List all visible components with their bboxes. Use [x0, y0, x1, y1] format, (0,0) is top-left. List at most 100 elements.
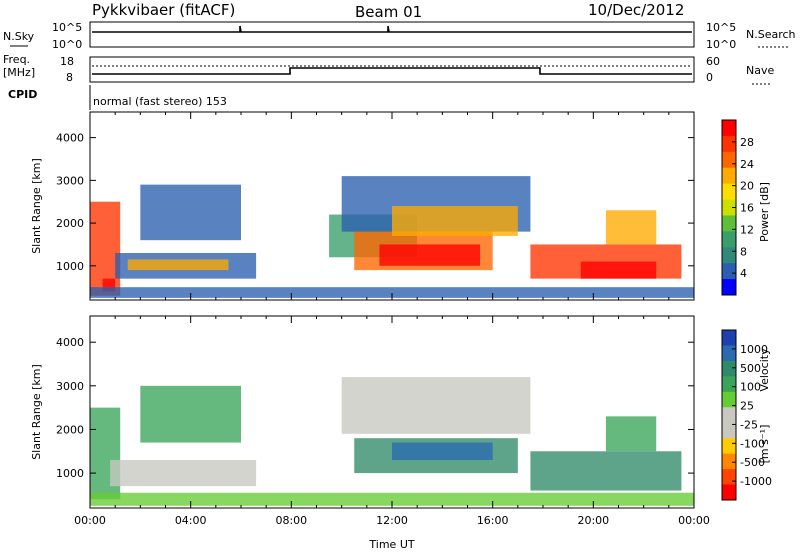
nave-label: Nave	[746, 64, 774, 77]
colorbar-swatch	[722, 484, 736, 501]
data-region-2	[140, 385, 241, 443]
data-region-5	[392, 442, 493, 460]
colorbar-swatch	[722, 438, 736, 455]
colorbar-tick-label: 1000	[740, 343, 768, 356]
colorbar-swatch	[722, 183, 736, 201]
colorbar-swatch	[722, 279, 736, 296]
freq-tick-low: 8	[66, 71, 73, 84]
x-tick-label: 00:00	[678, 514, 710, 527]
power-data-regions	[90, 176, 694, 298]
colorbar-tick-label: 8	[740, 245, 747, 258]
nsky-tick-low: 10^0	[52, 38, 82, 51]
colorbar-tick-label: -25	[740, 418, 758, 431]
power-panel: 1000 2000 3000 4000 Slant Range [km]	[30, 111, 695, 301]
cpid-text: normal (fast stereo) 153	[93, 95, 227, 108]
freq-trace	[92, 67, 692, 75]
date-title: 10/Dec/2012	[588, 1, 684, 19]
nsearch-label: N.Search	[746, 28, 796, 41]
time-axis-label: Time UT	[368, 538, 414, 551]
colorbar-swatch	[722, 151, 736, 169]
y-tick-label: 2000	[56, 423, 84, 436]
x-tick-label: 20:00	[577, 514, 609, 527]
data-region-6	[530, 451, 682, 491]
colorbar-tick-label: 500	[740, 362, 761, 375]
colorbar-frame	[721, 329, 737, 501]
power-ylabel: Slant Range [km]	[30, 158, 43, 254]
colorbar-tick-label: 24	[740, 158, 754, 171]
nave-tick-high: 60	[706, 55, 720, 68]
y-tick-label: 1000	[56, 260, 84, 273]
nsky-tick-high: 10^5	[52, 21, 82, 34]
colorbar-tick-label: 25	[740, 400, 754, 413]
colorbar-swatch	[722, 231, 736, 248]
power-y-ticks: 1000 2000 3000 4000	[56, 132, 694, 273]
data-region-12	[605, 210, 657, 245]
colorbar-swatch	[722, 330, 736, 346]
colorbar-swatch	[722, 407, 736, 424]
colorbar-tick-label: 12	[740, 223, 754, 236]
velocity-colorbar-label: Velocity	[758, 348, 771, 392]
colorbar-swatch	[722, 135, 736, 153]
velocity-x-ticks: 00:00 04:00 08:00 12:00 16:00 20:00 00:00	[74, 316, 710, 527]
colorbar-swatch	[722, 391, 736, 408]
velocity-ylabel: Slant Range [km]	[30, 364, 43, 460]
velocity-data-regions	[90, 377, 694, 506]
colorbar-swatch	[722, 120, 736, 137]
velocity-colorbar-unit: [m s⁻¹]	[758, 425, 771, 464]
y-tick-label: 3000	[56, 380, 84, 393]
velocity-y-ticks: 1000 2000 3000 4000	[56, 336, 694, 480]
nsearch-tick-high: 10^5	[706, 21, 736, 34]
y-tick-label: 4000	[56, 336, 84, 349]
data-region-7	[379, 244, 481, 266]
colorbar-swatch	[722, 263, 736, 280]
data-region-3	[341, 377, 531, 434]
colorbar-swatch	[722, 453, 736, 470]
colorbar-swatch	[722, 360, 736, 377]
colorbar-swatch	[722, 422, 736, 439]
colorbar-tick-label: 4	[740, 267, 747, 280]
beam-title: Beam 01	[355, 3, 422, 21]
data-region-11	[580, 261, 657, 279]
freq-tick-high: 18	[60, 55, 74, 68]
nsky-trace	[92, 25, 692, 33]
data-region-8	[90, 492, 694, 506]
colorbar-tick-label: 100	[740, 381, 761, 394]
colorbar-tick-label: 20	[740, 180, 754, 193]
nave-tick-low: 0	[706, 71, 713, 84]
y-tick-label: 2000	[56, 217, 84, 230]
x-tick-label: 00:00	[74, 514, 106, 527]
colorbar-tick-label: -500	[740, 456, 765, 469]
data-region-7	[605, 416, 657, 452]
nsearch-tick-low: 10^0	[706, 38, 736, 51]
velocity-colorbar: 1000 500 100 25 -25 -100 -500 -1000	[721, 329, 772, 501]
x-tick-label: 08:00	[275, 514, 307, 527]
velocity-panel: 1000 2000 3000 4000 00:00 04:00 08:00 12:00 16:…	[30, 315, 710, 551]
colorbar-swatch	[722, 376, 736, 393]
colorbar-swatch	[722, 469, 736, 486]
data-region-1	[110, 460, 257, 487]
colorbar-swatch	[722, 215, 736, 232]
x-tick-label: 04:00	[175, 514, 207, 527]
freq-unit: [MHz]	[3, 66, 35, 79]
power-colorbar-label: Power [dB]	[758, 182, 771, 242]
freq-label: Freq.	[3, 53, 30, 66]
colorbar-tick-label: -100	[740, 437, 765, 450]
cpid-label: CPID	[8, 88, 37, 101]
freq-panel-frame	[89, 56, 695, 83]
colorbar-swatch	[722, 247, 736, 264]
colorbar-swatch	[722, 167, 736, 185]
colorbar-swatch	[722, 345, 736, 362]
data-region-4	[140, 184, 241, 241]
colorbar-tick-label: -1000	[740, 475, 772, 488]
nsky-label: N.Sky	[3, 30, 35, 43]
station-title: Pykkvibaer (fitACF)	[92, 1, 235, 19]
data-region-3	[127, 259, 229, 271]
power-x-ticks	[89, 112, 695, 300]
data-region-13	[90, 287, 694, 298]
nsky-panel-frame	[89, 21, 695, 48]
colorbar-swatch	[722, 199, 736, 216]
colorbar-tick-label: 28	[740, 136, 754, 149]
y-tick-label: 4000	[56, 132, 84, 145]
y-tick-label: 1000	[56, 467, 84, 480]
